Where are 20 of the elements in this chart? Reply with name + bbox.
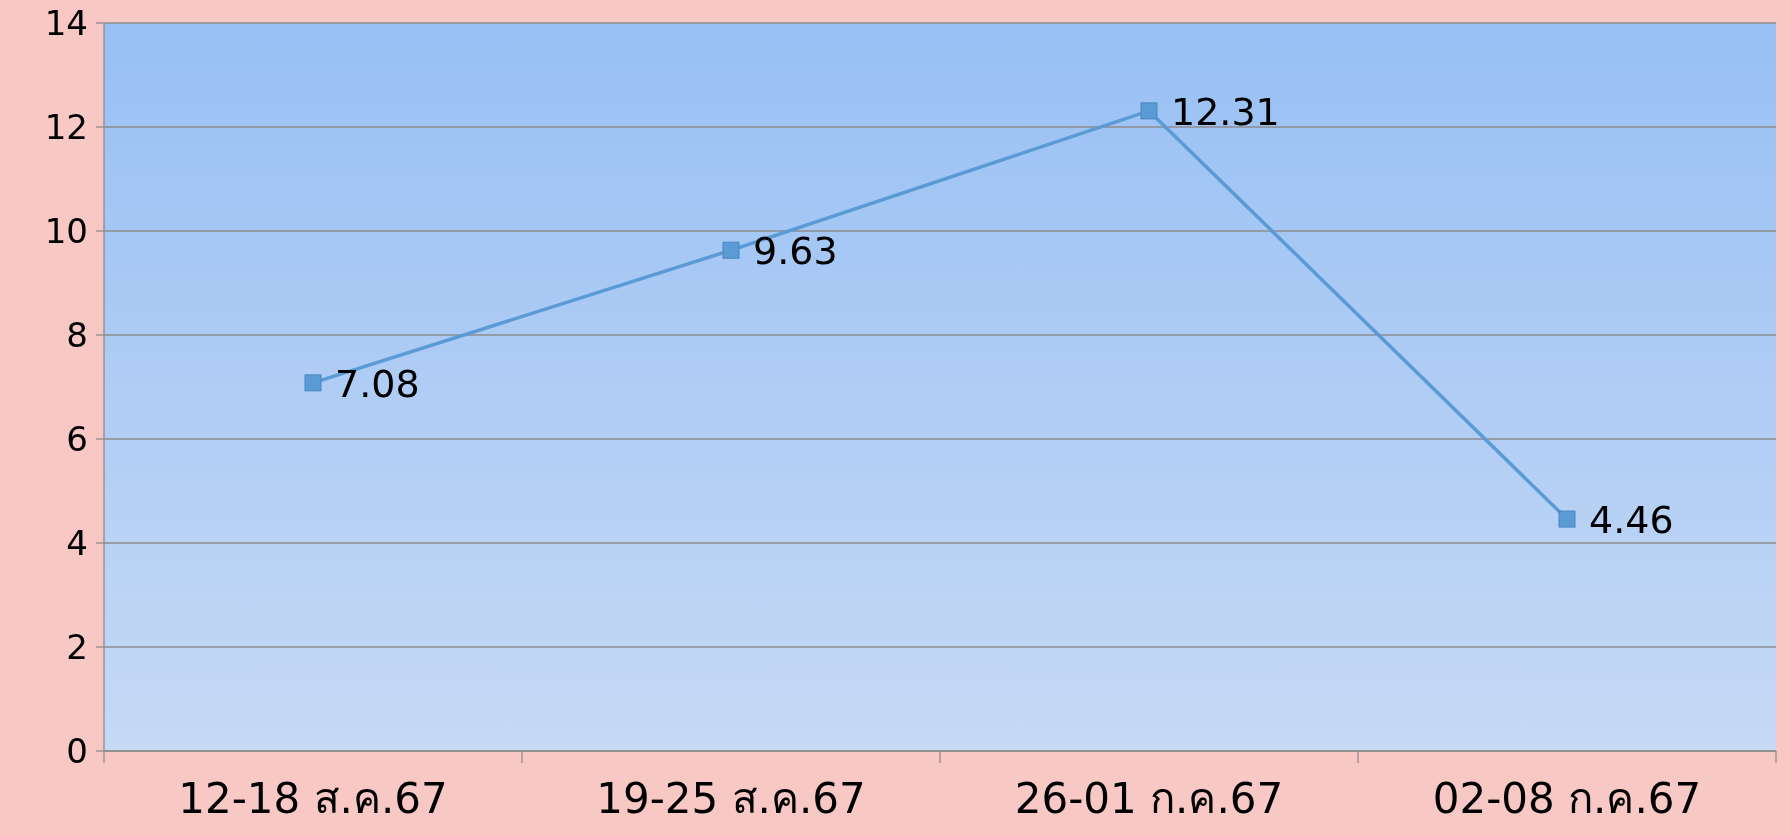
- y-tick-label: 6: [66, 419, 88, 459]
- data-label: 9.63: [753, 229, 838, 274]
- x-tick-label: 19-25 ส.ค.67: [596, 774, 866, 823]
- y-tick-label: 4: [66, 523, 88, 563]
- point: [1140, 102, 1158, 120]
- y-tick-label: 12: [44, 107, 88, 147]
- y-tick-label: 0: [66, 731, 88, 771]
- x-tick-label: 02-08 ก.ค.67: [1432, 774, 1702, 823]
- data-label: 12.31: [1171, 89, 1280, 134]
- y-tick-label: 10: [44, 211, 88, 251]
- y-tick-label: 8: [66, 315, 88, 355]
- x-tick-label: 26-01 ก.ค.67: [1014, 774, 1284, 823]
- data-label: 4.46: [1589, 498, 1674, 543]
- point: [1558, 510, 1576, 528]
- data-label: 7.08: [335, 361, 420, 406]
- y-tick-label: 14: [44, 3, 88, 43]
- point: [304, 374, 322, 392]
- point: [722, 241, 740, 259]
- x-tick-label: 12-18 ส.ค.67: [178, 774, 448, 823]
- y-tick-label: 2: [66, 627, 88, 667]
